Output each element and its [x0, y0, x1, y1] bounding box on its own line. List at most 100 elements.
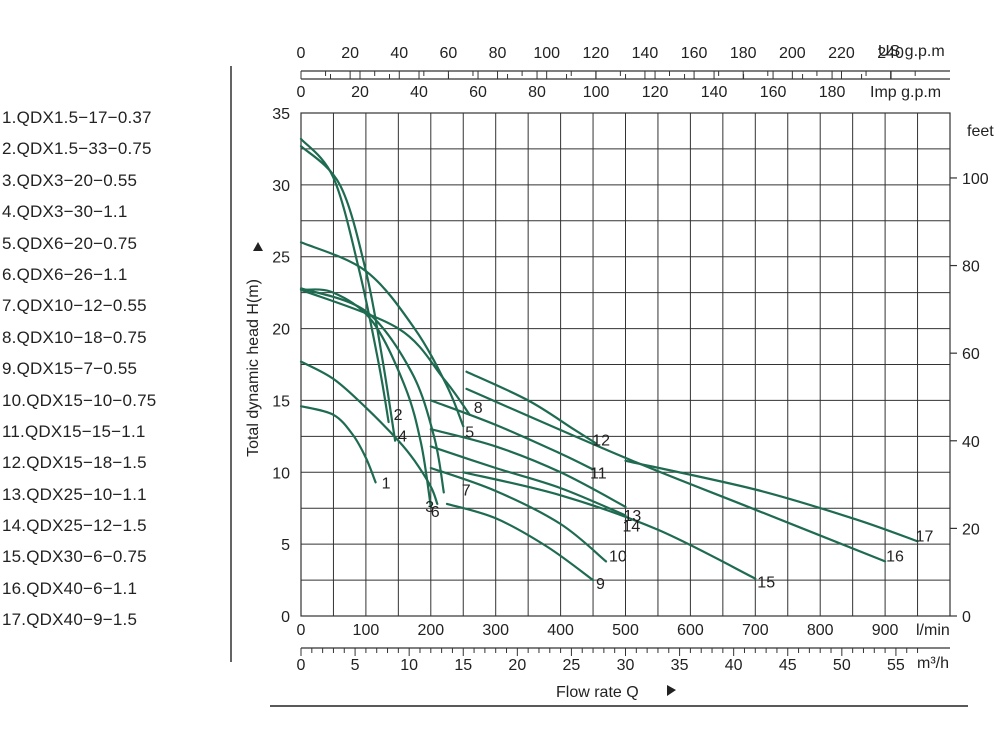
legend-item: 17.QDX40−9−1.5 — [2, 610, 138, 630]
m3h-tick-label: 5 — [351, 657, 360, 674]
m3h-tick-label: 35 — [671, 657, 689, 674]
curve-label-3: 3 — [425, 499, 434, 516]
axes — [230, 66, 968, 707]
m3h-tick-label: 25 — [563, 657, 581, 674]
imp-gpm-tick-label: 20 — [351, 84, 369, 101]
m3h-tick-label: 0 — [297, 657, 306, 674]
us-gpm-tick-label: 220 — [828, 45, 855, 62]
curve-8 — [299, 288, 471, 416]
x-tick-label: 800 — [807, 622, 834, 639]
x-axis-label: Flow rate Q — [556, 684, 639, 701]
curve-6 — [299, 288, 432, 508]
curve-label-7: 7 — [462, 482, 471, 499]
legend-item: 12.QDX15−18−1.5 — [2, 453, 147, 473]
us-gpm-tick-label: 40 — [390, 45, 408, 62]
us-gpm-tick-label: 180 — [730, 45, 757, 62]
plot-frame — [300, 112, 951, 617]
x-tick-label: 200 — [417, 622, 444, 639]
m3h-tick-label: 50 — [833, 657, 851, 674]
x-tick-label: 400 — [547, 622, 574, 639]
y-tick-label: 35 — [272, 106, 290, 123]
m3h-tick-label: 15 — [454, 657, 472, 674]
curve-label-9: 9 — [596, 576, 605, 593]
us-gpm-tick-label: 160 — [681, 45, 708, 62]
curve-label-15: 15 — [757, 575, 775, 592]
x-tick-label: 900 — [872, 622, 899, 639]
imp-gpm-tick-label: 140 — [701, 84, 728, 101]
y-axis-arrow-icon — [253, 242, 263, 251]
legend-item: 10.QDX15−10−0.75 — [2, 390, 157, 410]
y-tick-label: 30 — [272, 178, 290, 195]
curves — [299, 137, 919, 582]
curve-5 — [299, 241, 465, 428]
legend-item: 14.QDX25−12−1.5 — [2, 516, 147, 536]
legend-item: 5.QDX6−20−0.75 — [2, 233, 138, 253]
curve-label-10: 10 — [609, 548, 627, 565]
curve-label-12: 12 — [592, 433, 610, 450]
imp-gpm-tick-label: 40 — [410, 84, 428, 101]
legend-item: 7.QDX10−12−0.55 — [2, 296, 147, 316]
curve-3 — [299, 360, 439, 505]
curve-label-5: 5 — [465, 424, 474, 441]
legend-item: 3.QDX3−20−0.55 — [2, 170, 138, 190]
curve-15 — [462, 471, 757, 580]
curve-label-13: 13 — [624, 508, 642, 525]
imp-gpm-tick-label: 160 — [760, 84, 787, 101]
y-tick-label: 10 — [272, 465, 290, 482]
curve-11 — [429, 399, 595, 471]
us-gpm-tick-label: 0 — [297, 45, 306, 62]
m3h-tick-label: 20 — [508, 657, 526, 674]
curve-label-4: 4 — [398, 429, 407, 446]
y-tick-label: 0 — [281, 609, 290, 626]
curve-13 — [429, 428, 627, 508]
y-tick-label: 5 — [281, 537, 290, 554]
x-tick-label: 0 — [297, 622, 306, 639]
legend: 1.QDX1.5−17−0.37 2.QDX1.5−33−0.75 3.QDX3−2… — [2, 106, 156, 640]
curve-10 — [429, 466, 608, 563]
curve-label-14: 14 — [623, 518, 641, 535]
feet-tick-label: 40 — [962, 434, 980, 451]
curve-label-8: 8 — [474, 400, 483, 417]
curve-label-17: 17 — [916, 528, 934, 545]
m3h-tick-label: 10 — [400, 657, 418, 674]
imp-gpm-tick-label: 180 — [819, 84, 846, 101]
us-gpm-tick-label: 20 — [341, 45, 359, 62]
legend-item: 8.QDX10−18−0.75 — [2, 327, 147, 347]
curve-label-6: 6 — [431, 504, 440, 521]
x-tick-label: 100 — [353, 622, 380, 639]
curve-16 — [465, 387, 887, 563]
feet-tick-label: 80 — [962, 259, 980, 276]
curve-7 — [299, 287, 445, 494]
legend-item: 11.QDX15−15−1.1 — [2, 421, 146, 441]
curve-label-11: 11 — [590, 465, 607, 482]
x-axis-arrow-icon — [667, 685, 676, 696]
feet-tick-label: 0 — [962, 609, 971, 626]
m3h-unit: m³/h — [917, 655, 949, 672]
curve-label-2: 2 — [394, 407, 403, 424]
m3h-tick-label: 45 — [779, 657, 797, 674]
curve-4 — [299, 145, 397, 442]
imp-gpm-tick-label: 120 — [642, 84, 669, 101]
legend-item: 15.QDX30−6−0.75 — [2, 547, 147, 567]
us-gpm-tick-label: 80 — [489, 45, 507, 62]
curve-9 — [445, 502, 595, 582]
feet-unit: feet — [967, 123, 994, 140]
legend-item: 4.QDX3−30−1.1 — [2, 202, 128, 222]
curve-14 — [429, 445, 627, 517]
us-gpm-tick-label: 240 — [877, 45, 904, 62]
feet-tick-label: 100 — [962, 171, 989, 188]
x-tick-label: 600 — [677, 622, 704, 639]
legend-item: 16.QDX40−6−1.1 — [2, 578, 138, 598]
y-tick-label: 15 — [272, 393, 290, 410]
y-tick-label: 25 — [272, 250, 290, 267]
us-gpm-tick-label: 60 — [440, 45, 458, 62]
us-gpm-tick-label: 100 — [533, 45, 560, 62]
legend-item: 6.QDX6−26−1.1 — [2, 264, 128, 284]
feet-tick-label: 20 — [962, 521, 980, 538]
m3h-tick-label: 55 — [887, 657, 905, 674]
m3h-tick-label: 40 — [725, 657, 743, 674]
legend-item: 2.QDX1.5−33−0.75 — [2, 139, 152, 159]
x-tick-label: 300 — [482, 622, 509, 639]
